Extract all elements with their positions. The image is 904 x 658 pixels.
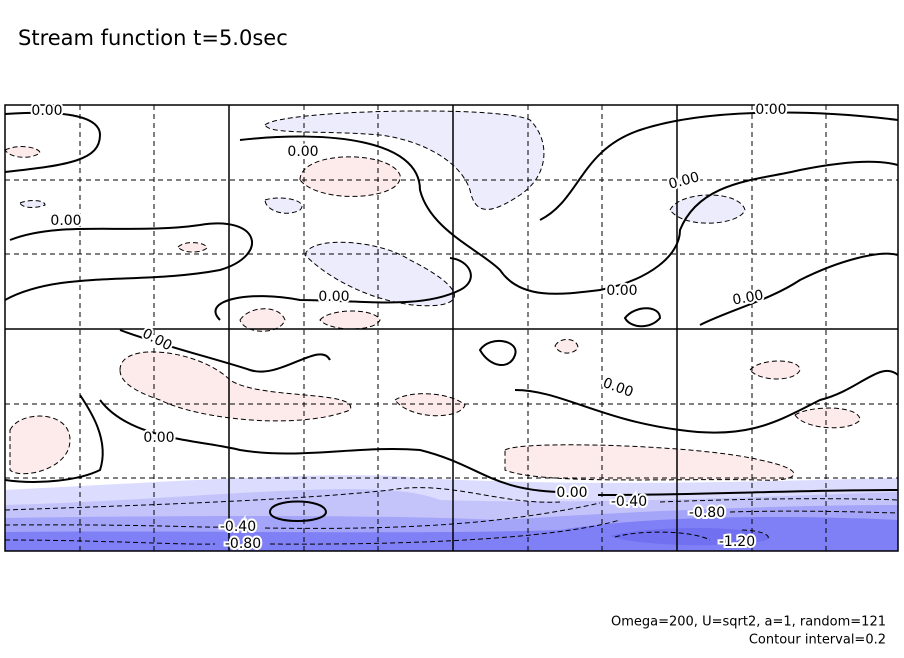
contour — [4, 498, 899, 529]
contour — [614, 529, 769, 541]
blob — [264, 110, 545, 210]
contour-label: -0.80 — [225, 536, 261, 552]
contour — [539, 111, 899, 221]
blob — [794, 407, 861, 429]
svg-text:0.00: 0.00 — [287, 144, 318, 160]
svg-text:-0.80: -0.80 — [225, 536, 261, 552]
svg-text:0.00: 0.00 — [556, 485, 587, 501]
blob — [304, 241, 455, 307]
contour-label: 0.00 — [287, 144, 318, 160]
contour — [623, 307, 662, 328]
contour-label: -1.20 — [719, 534, 755, 550]
grid — [5, 105, 898, 551]
blob — [394, 393, 466, 417]
contour — [478, 339, 517, 366]
svg-text:-1.20: -1.20 — [719, 534, 755, 550]
blob — [299, 156, 401, 197]
contour — [514, 369, 899, 434]
blob — [177, 242, 208, 253]
contour-label: -0.40 — [611, 494, 647, 510]
contour — [239, 135, 899, 295]
contour — [99, 399, 561, 493]
contour — [4, 111, 102, 173]
contour — [214, 257, 472, 321]
contour — [268, 500, 328, 522]
contour-label: 0.00 — [731, 287, 764, 308]
annotation: Contour interval=0.2 — [749, 633, 886, 648]
contour — [597, 489, 899, 496]
svg-text:0.00: 0.00 — [31, 103, 62, 119]
svg-text:-0.40: -0.40 — [220, 519, 256, 535]
blob — [554, 339, 579, 354]
contour — [699, 252, 899, 326]
blob — [669, 194, 746, 224]
blob — [504, 444, 795, 481]
contour — [4, 394, 104, 483]
contour-label: 0.00 — [31, 103, 62, 119]
chart-title: Stream function t=5.0sec — [18, 26, 288, 50]
svg-text:0.00: 0.00 — [318, 289, 349, 305]
blob — [319, 310, 381, 330]
contour-label: -0.80 — [689, 505, 725, 521]
blob — [4, 146, 41, 158]
blob — [19, 200, 46, 208]
svg-text:-0.80: -0.80 — [689, 505, 725, 521]
contour-label: 0.00 — [143, 430, 174, 446]
contour-label: 0.00 — [318, 289, 349, 305]
contour-label: 0.00 — [667, 169, 701, 193]
blob — [9, 415, 71, 475]
contour-label: -0.40 — [220, 519, 256, 535]
svg-text:0.00: 0.00 — [755, 102, 786, 118]
plot — [4, 104, 899, 552]
contour — [119, 329, 331, 373]
blob — [264, 197, 303, 214]
svg-text:0.00: 0.00 — [606, 283, 637, 299]
svg-text:-0.40: -0.40 — [611, 494, 647, 510]
contour-label: 0.00 — [50, 213, 81, 229]
annotation: Omega=200, U=sqrt2, a=1, random=121 — [611, 615, 886, 630]
contour — [4, 222, 253, 301]
contour — [4, 510, 899, 545]
blob — [749, 360, 801, 380]
svg-text:0.00: 0.00 — [50, 213, 81, 229]
contour-label: 0.00 — [606, 283, 637, 299]
svg-text:0.00: 0.00 — [143, 430, 174, 446]
contour — [4, 487, 561, 511]
contour-label: 0.00 — [755, 102, 786, 118]
contour-label: 0.00 — [556, 485, 587, 501]
